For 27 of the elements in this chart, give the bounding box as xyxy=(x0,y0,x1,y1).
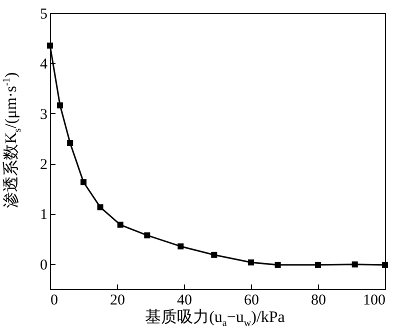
point xyxy=(382,262,388,268)
point xyxy=(80,179,86,186)
point xyxy=(248,259,254,266)
x-tick-label: 20 xyxy=(110,292,125,308)
point xyxy=(315,262,321,268)
point xyxy=(67,140,74,146)
point xyxy=(178,243,184,250)
y-tick-label: 1 xyxy=(40,207,48,224)
y-tick-label: 3 xyxy=(40,106,48,123)
x-tick-label: 100 xyxy=(363,292,386,308)
x-axis-title: 基质吸力(u$_{a}$−u$_{w}$)/kPa xyxy=(144,309,286,330)
x-tick-label: 80 xyxy=(311,292,326,308)
y-tick-label: 5 xyxy=(40,6,48,22)
point xyxy=(117,222,124,228)
y-tick-label: 4 xyxy=(40,56,48,73)
point xyxy=(97,204,104,210)
x-tick-label: 0 xyxy=(50,292,58,308)
x-tick-label: 60 xyxy=(244,292,259,308)
y-tick-label: 0 xyxy=(40,257,48,274)
y-tick-label: 2 xyxy=(40,157,48,174)
point xyxy=(47,42,53,49)
point xyxy=(144,232,150,238)
point xyxy=(274,262,281,268)
x-tick-label: 40 xyxy=(177,292,192,308)
point xyxy=(57,102,64,108)
point xyxy=(211,252,218,258)
point xyxy=(352,261,358,268)
